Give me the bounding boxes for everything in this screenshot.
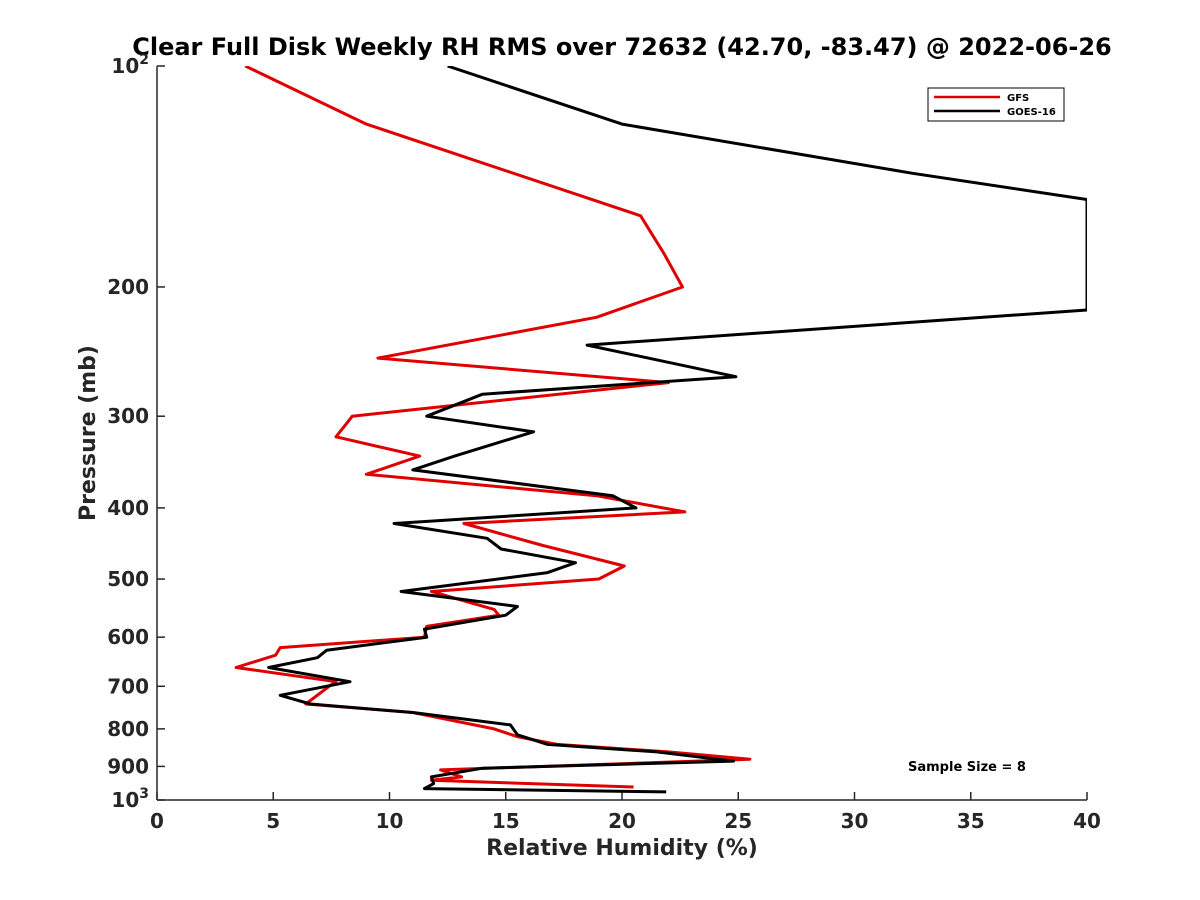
y-tick-label: 103 (111, 786, 149, 812)
legend-box (927, 87, 1065, 122)
series-layer (234, 66, 1087, 794)
y-tick-exponent: 2 (139, 52, 149, 68)
sample-size-annotation: Sample Size = 8 (908, 760, 1026, 775)
y-tick-label: 500 (107, 567, 149, 591)
x-tick-label: 35 (957, 809, 985, 833)
y-tick-label: 200 (107, 275, 149, 299)
y-tick-base: 600 (107, 625, 149, 649)
legend: GFS GOES-16 (927, 87, 1065, 122)
x-tick-label: 5 (266, 809, 280, 833)
series-line-goes-16 (267, 66, 1087, 794)
y-tick-exponent: 3 (139, 786, 149, 802)
x-tick-label: 10 (376, 809, 404, 833)
y-axis-label: Pressure (mb) (76, 345, 101, 521)
y-tick-label: 900 (107, 754, 149, 778)
y-tick-label: 300 (107, 404, 149, 428)
y-tick-base: 300 (107, 404, 149, 428)
y-tick-label: 400 (107, 496, 149, 520)
y-tick-base: 700 (107, 674, 149, 698)
x-tick-label: 20 (608, 809, 636, 833)
y-tick-base: 800 (107, 717, 149, 741)
y-tick-base: 900 (107, 754, 149, 778)
x-tick-label: 40 (1073, 809, 1101, 833)
y-tick-label: 600 (107, 625, 149, 649)
x-tick-label: 30 (841, 809, 869, 833)
y-tick-label: 800 (107, 717, 149, 741)
y-tick-label: 102 (111, 52, 149, 78)
x-ticks: 0 5 10 15 20 25 30 35 40 (150, 792, 1101, 833)
y-tick-base: 10 (111, 788, 139, 812)
x-tick-label: 15 (492, 809, 520, 833)
y-tick-base: 400 (107, 496, 149, 520)
y-tick-base: 200 (107, 275, 149, 299)
x-axis-label: Relative Humidity (%) (486, 836, 758, 861)
x-tick-label: 25 (724, 809, 752, 833)
y-tick-label: 700 (107, 674, 149, 698)
chart-title: Clear Full Disk Weekly RH RMS over 72632… (132, 33, 1112, 61)
legend-label-goes16: GOES-16 (1007, 107, 1056, 118)
y-tick-base: 10 (111, 54, 139, 78)
legend-label-gfs: GFS (1007, 93, 1029, 104)
plot-area (156, 66, 1087, 801)
y-tick-base: 500 (107, 567, 149, 591)
x-tick-label: 0 (150, 809, 164, 833)
